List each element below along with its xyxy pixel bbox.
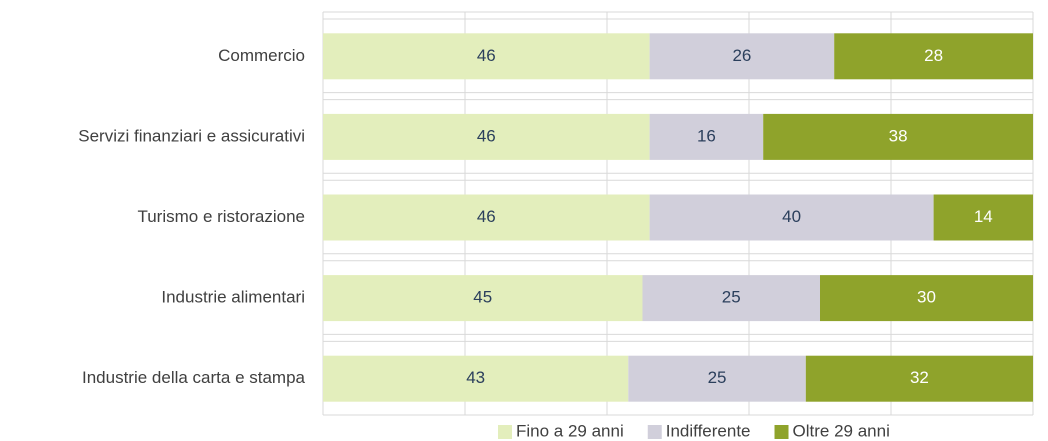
data-label: 26 — [732, 46, 751, 65]
data-label: 38 — [889, 126, 908, 145]
bar-segment — [820, 275, 1033, 322]
bar-segment — [649, 113, 764, 160]
bar-segment — [649, 194, 934, 241]
bar-segment — [649, 33, 835, 80]
bar-segment — [763, 113, 1033, 160]
bar-segment — [323, 113, 650, 160]
bar-segment — [628, 355, 806, 402]
data-label: 14 — [974, 207, 993, 226]
data-label: 32 — [910, 368, 929, 387]
legend-swatch — [498, 425, 512, 439]
bar-segment — [323, 355, 629, 402]
y-tick-label: Commercio — [218, 46, 305, 65]
data-label: 45 — [473, 288, 492, 307]
data-label: 40 — [782, 207, 801, 226]
data-label: 46 — [477, 207, 496, 226]
data-label: 25 — [722, 288, 741, 307]
data-label: 28 — [924, 46, 943, 65]
data-label: 46 — [477, 46, 496, 65]
bar-segment — [642, 275, 820, 322]
y-tick-label: Industrie alimentari — [161, 288, 305, 307]
legend-label: Indifferente — [666, 421, 751, 440]
legend-swatch — [647, 425, 662, 439]
legend-swatch — [774, 425, 789, 439]
bar-segment — [834, 33, 1033, 80]
bar-segment — [933, 194, 1033, 241]
legend-label: Oltre 29 anni — [793, 421, 890, 440]
data-label: 16 — [697, 126, 716, 145]
legend-label: Fino a 29 anni — [516, 421, 624, 440]
bar-segment — [323, 275, 643, 322]
bar-segment — [323, 33, 650, 80]
data-label: 46 — [477, 126, 496, 145]
data-label: 25 — [708, 368, 727, 387]
y-tick-label: Turismo e ristorazione — [137, 207, 305, 226]
bar-segment — [805, 355, 1033, 402]
y-tick-label: Servizi finanziari e assicurativi — [78, 126, 305, 145]
bar-segment — [323, 194, 650, 241]
y-tick-label: Industrie della carta e stampa — [82, 368, 306, 387]
data-label: 43 — [466, 368, 485, 387]
data-label: 30 — [917, 288, 936, 307]
